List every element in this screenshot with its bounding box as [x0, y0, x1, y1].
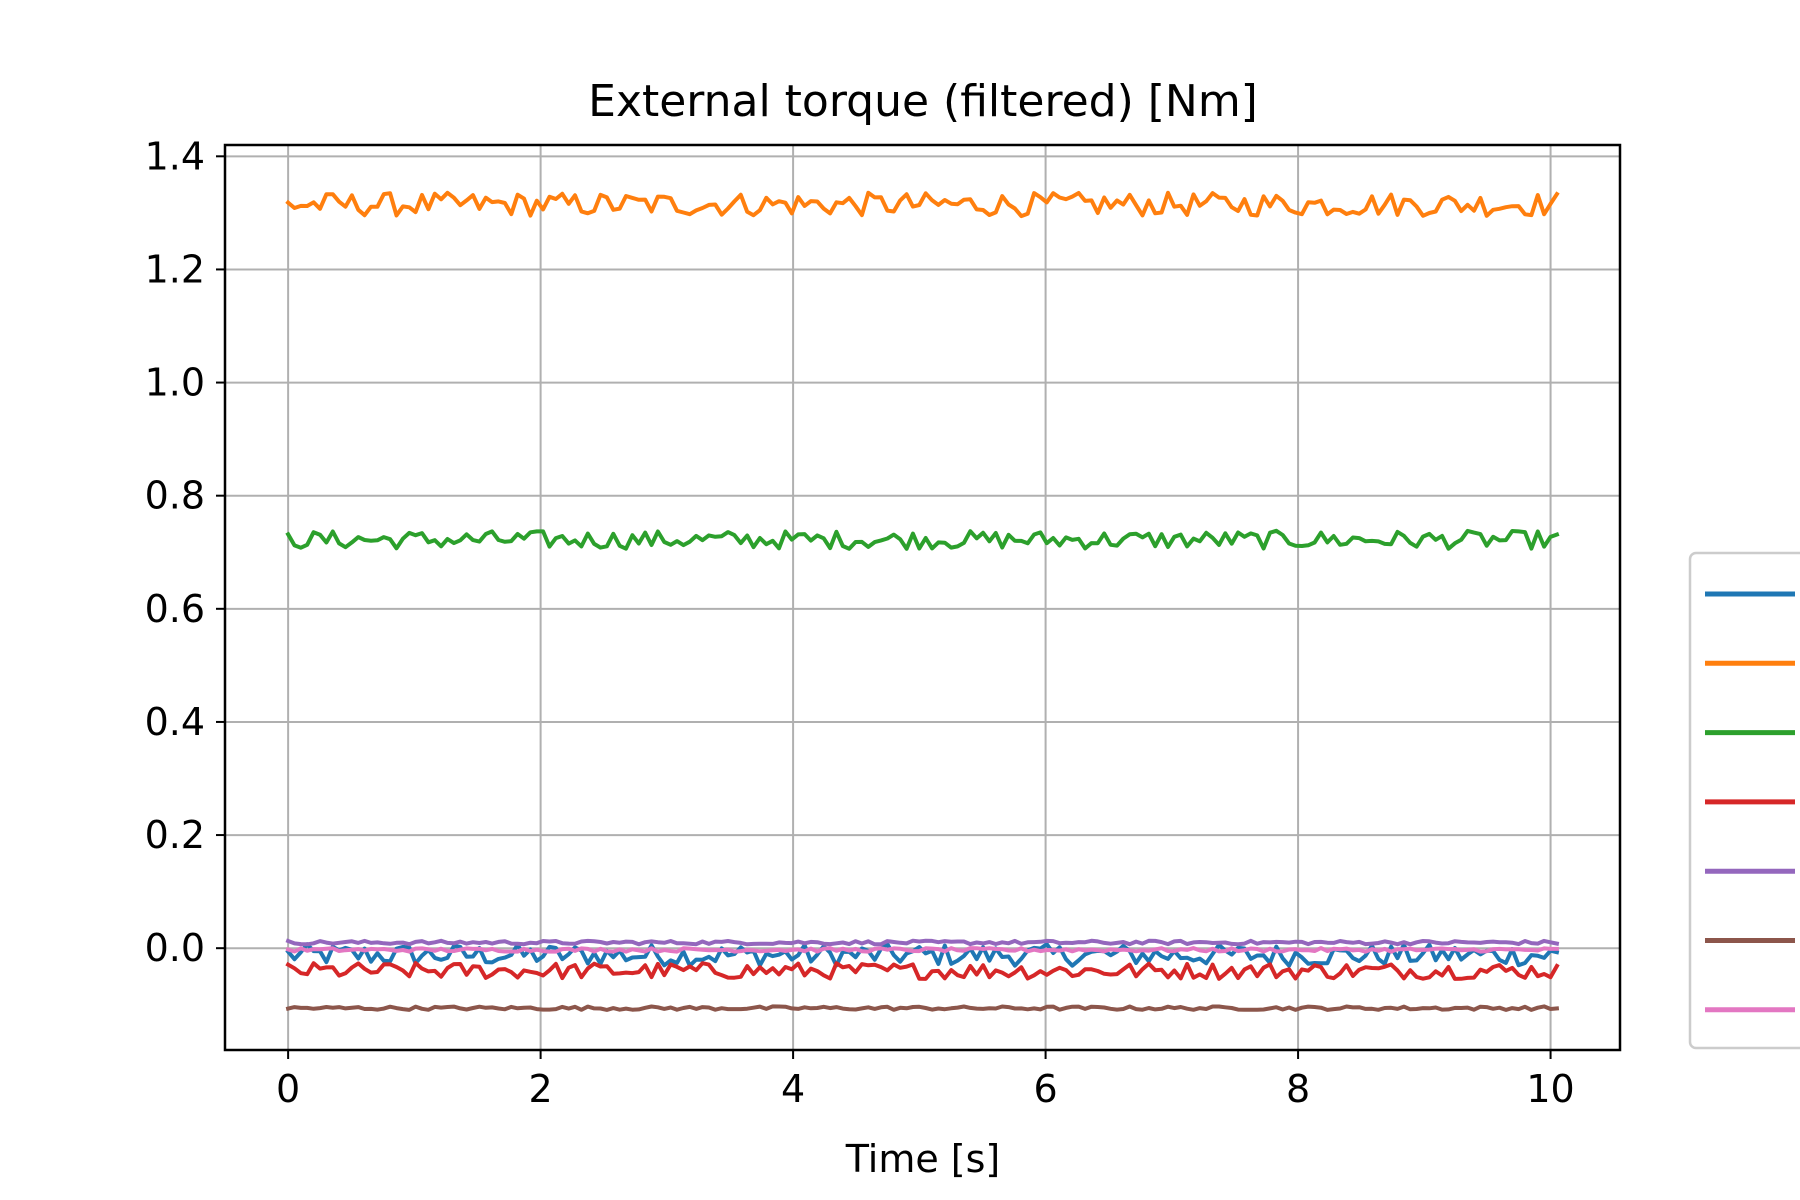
y-tick-label: 1.0: [145, 361, 205, 405]
x-tick-label: 4: [781, 1067, 805, 1111]
legend-entries: [1705, 591, 1795, 1013]
y-tick-label: 0.4: [145, 700, 205, 744]
y-tick-label: 0.8: [145, 474, 205, 518]
series-line-7: [285, 946, 1559, 954]
x-tick-label: 6: [1033, 1067, 1057, 1111]
series-line-2: [285, 190, 1560, 219]
legend: [1688, 551, 1800, 1050]
series-line-6: [285, 1004, 1560, 1012]
series-line-4: [285, 961, 1560, 981]
x-tick-label: 0: [276, 1067, 300, 1111]
x-axis-ticks: 0 2 4 6 8 10: [276, 1050, 1575, 1111]
x-axis-label: Time [s]: [845, 1137, 1001, 1181]
series-line-3: [285, 528, 1560, 551]
x-tick-label: 2: [529, 1067, 553, 1111]
y-tick-label: 0.2: [145, 813, 205, 857]
y-tick-label: 1.2: [145, 247, 205, 291]
x-tick-label: 10: [1526, 1067, 1574, 1111]
y-tick-label: 1.4: [145, 134, 205, 178]
y-tick-label: 0.0: [145, 926, 205, 970]
y-tick-label: 0.6: [145, 587, 205, 631]
grid-lines: [225, 145, 1620, 1050]
plot-area-frame: [223, 143, 1622, 1052]
series-line-5: [285, 938, 1560, 947]
series-lines: [285, 190, 1560, 1012]
chart-title: External torque (filtered) [Nm]: [588, 76, 1258, 127]
x-tick-label: 8: [1286, 1067, 1310, 1111]
y-axis-ticks: 0.0 0.2 0.4 0.6 0.8 1.0 1.2 1.4: [145, 134, 225, 970]
